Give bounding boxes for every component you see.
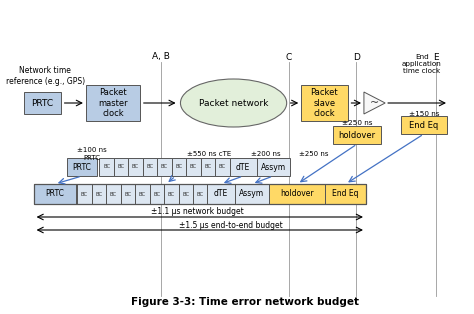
Text: End
application
time clock: End application time clock xyxy=(402,54,442,74)
FancyBboxPatch shape xyxy=(66,158,98,176)
FancyBboxPatch shape xyxy=(230,158,257,176)
Text: ±200 ns: ±200 ns xyxy=(251,151,280,157)
Text: ±250 ns: ±250 ns xyxy=(299,151,328,157)
Text: PRTC: PRTC xyxy=(73,163,91,171)
Text: End Eq: End Eq xyxy=(332,190,359,198)
Text: End Eq: End Eq xyxy=(409,121,438,129)
FancyBboxPatch shape xyxy=(150,184,164,204)
FancyBboxPatch shape xyxy=(157,158,172,176)
Text: BC: BC xyxy=(103,165,110,170)
Text: ±1.1 μs network budget: ±1.1 μs network budget xyxy=(152,208,244,216)
FancyBboxPatch shape xyxy=(201,158,215,176)
FancyBboxPatch shape xyxy=(86,85,140,121)
FancyBboxPatch shape xyxy=(114,158,128,176)
Text: Assym: Assym xyxy=(261,163,286,171)
FancyBboxPatch shape xyxy=(215,158,230,176)
Text: E: E xyxy=(434,52,439,62)
FancyBboxPatch shape xyxy=(135,184,150,204)
Text: Assym: Assym xyxy=(239,190,264,198)
Text: dTE: dTE xyxy=(214,190,228,198)
Text: BC: BC xyxy=(161,165,168,170)
FancyBboxPatch shape xyxy=(208,184,235,204)
Text: Network time
reference (e.g., GPS): Network time reference (e.g., GPS) xyxy=(6,66,85,86)
FancyBboxPatch shape xyxy=(77,184,91,204)
Text: BC: BC xyxy=(139,192,146,197)
FancyBboxPatch shape xyxy=(120,184,135,204)
Text: ~: ~ xyxy=(370,98,379,108)
Text: holdover: holdover xyxy=(281,190,314,198)
Text: holdover: holdover xyxy=(338,131,376,139)
FancyBboxPatch shape xyxy=(24,92,61,114)
FancyBboxPatch shape xyxy=(333,126,381,144)
Text: C: C xyxy=(285,52,292,62)
Text: A, B: A, B xyxy=(152,52,170,62)
Text: dTE: dTE xyxy=(236,163,250,171)
Text: BC: BC xyxy=(182,192,189,197)
FancyBboxPatch shape xyxy=(325,184,366,204)
FancyBboxPatch shape xyxy=(269,184,325,204)
FancyBboxPatch shape xyxy=(193,184,208,204)
Text: BC: BC xyxy=(81,192,88,197)
Text: Packet network: Packet network xyxy=(199,99,268,107)
FancyBboxPatch shape xyxy=(172,158,186,176)
Text: ±550 ns cTE: ±550 ns cTE xyxy=(187,151,232,157)
Text: BC: BC xyxy=(132,165,139,170)
Text: ±100 ns
PRTC: ±100 ns PRTC xyxy=(77,148,107,160)
FancyBboxPatch shape xyxy=(401,116,447,134)
Text: ±1.5 μs end-to-end budget: ±1.5 μs end-to-end budget xyxy=(179,220,283,230)
Text: ±150 ns: ±150 ns xyxy=(409,111,439,117)
Polygon shape xyxy=(364,92,385,114)
FancyBboxPatch shape xyxy=(34,184,76,204)
FancyBboxPatch shape xyxy=(301,85,347,121)
Text: BC: BC xyxy=(175,165,182,170)
FancyBboxPatch shape xyxy=(100,158,114,176)
Text: Packet
master
clock: Packet master clock xyxy=(98,88,128,118)
Text: BC: BC xyxy=(197,192,204,197)
FancyBboxPatch shape xyxy=(91,184,106,204)
FancyBboxPatch shape xyxy=(143,158,157,176)
FancyBboxPatch shape xyxy=(235,184,269,204)
Text: BC: BC xyxy=(204,165,211,170)
Text: ±250 ns: ±250 ns xyxy=(342,120,373,126)
FancyBboxPatch shape xyxy=(186,158,201,176)
Text: Figure 3-3: Time error network budget: Figure 3-3: Time error network budget xyxy=(131,297,359,307)
FancyBboxPatch shape xyxy=(128,158,143,176)
Text: BC: BC xyxy=(146,165,154,170)
Text: BC: BC xyxy=(168,192,175,197)
FancyBboxPatch shape xyxy=(164,184,179,204)
Ellipse shape xyxy=(181,79,287,127)
FancyBboxPatch shape xyxy=(179,184,193,204)
FancyBboxPatch shape xyxy=(257,158,290,176)
Text: BC: BC xyxy=(153,192,160,197)
Text: PRTC: PRTC xyxy=(46,190,64,198)
FancyBboxPatch shape xyxy=(106,184,120,204)
Text: Packet
slave
clock: Packet slave clock xyxy=(310,88,338,118)
Text: BC: BC xyxy=(124,192,131,197)
Text: D: D xyxy=(353,52,360,62)
Text: BC: BC xyxy=(118,165,125,170)
Text: BC: BC xyxy=(110,192,117,197)
Text: BC: BC xyxy=(219,165,226,170)
Text: BC: BC xyxy=(190,165,197,170)
Text: BC: BC xyxy=(95,192,102,197)
Text: PRTC: PRTC xyxy=(31,99,54,107)
